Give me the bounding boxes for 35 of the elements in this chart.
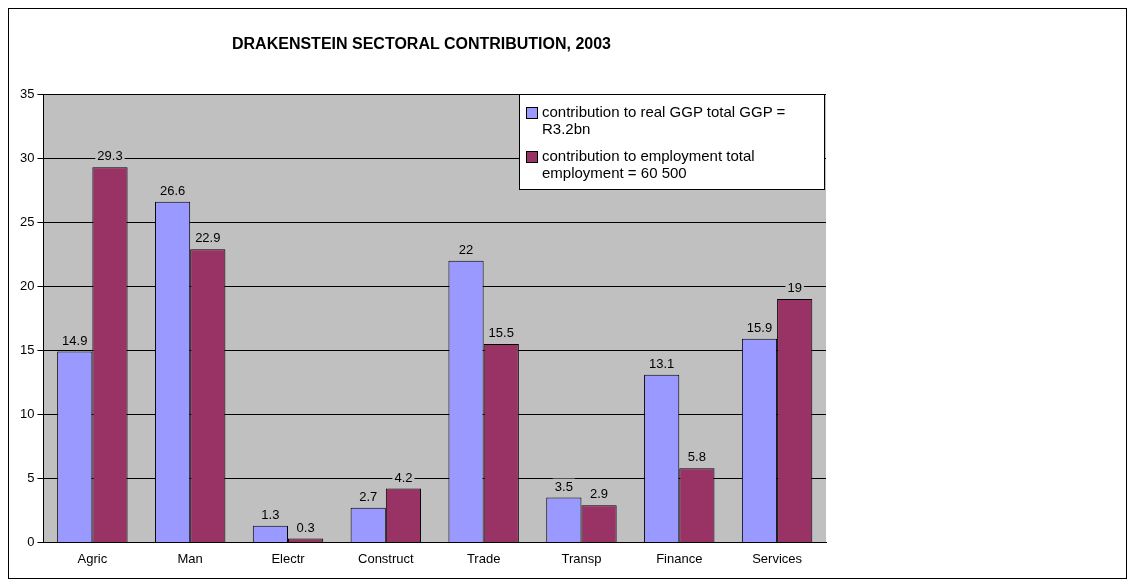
legend-label: contribution to employment total employment = 60 500	[542, 147, 756, 181]
x-tick-label: Electr	[271, 550, 306, 566]
chart-title: DRAKENSTEIN SECTORAL CONTRIBUTION, 2003	[231, 35, 612, 53]
data-label: 4.2	[394, 469, 413, 485]
legend-label: contribution to real GGP total GGP = R3.2bn	[542, 103, 787, 137]
y-tick-label: 30	[19, 149, 35, 165]
data-label: 26.6	[159, 182, 186, 198]
data-label: 22	[458, 241, 474, 257]
data-label: 15.5	[488, 324, 514, 340]
x-tick-label: Man	[177, 550, 203, 566]
x-tick-label: Trade	[466, 550, 501, 566]
data-label: 19	[787, 280, 802, 296]
data-label: 15.9	[746, 319, 773, 335]
data-label: 14.9	[62, 332, 88, 348]
y-tick-label: 5	[27, 469, 35, 485]
data-label: 3.5	[554, 478, 573, 494]
x-tick-label: Transp	[561, 550, 602, 566]
data-label: 1.3	[261, 506, 280, 522]
data-label: 5.8	[687, 449, 706, 465]
data-label: 29.3	[97, 148, 123, 164]
data-label: 22.9	[195, 230, 221, 246]
x-tick-label: Finance	[656, 550, 703, 566]
y-tick-label: 0	[27, 533, 35, 549]
x-tick-label: Services	[752, 550, 803, 566]
data-label: 2.7	[359, 488, 378, 504]
y-tick-label: 15	[19, 341, 35, 357]
data-label: 13.1	[649, 355, 675, 371]
x-tick-label: Agric	[77, 550, 108, 566]
y-tick-label: 10	[19, 405, 35, 421]
y-tick-label: 20	[19, 277, 35, 293]
data-label: 0.3	[296, 519, 315, 535]
x-tick-label: Construct	[358, 550, 415, 566]
y-tick-label: 25	[19, 213, 35, 229]
y-tick-label: 35	[19, 85, 35, 101]
data-label: 2.9	[590, 486, 609, 502]
